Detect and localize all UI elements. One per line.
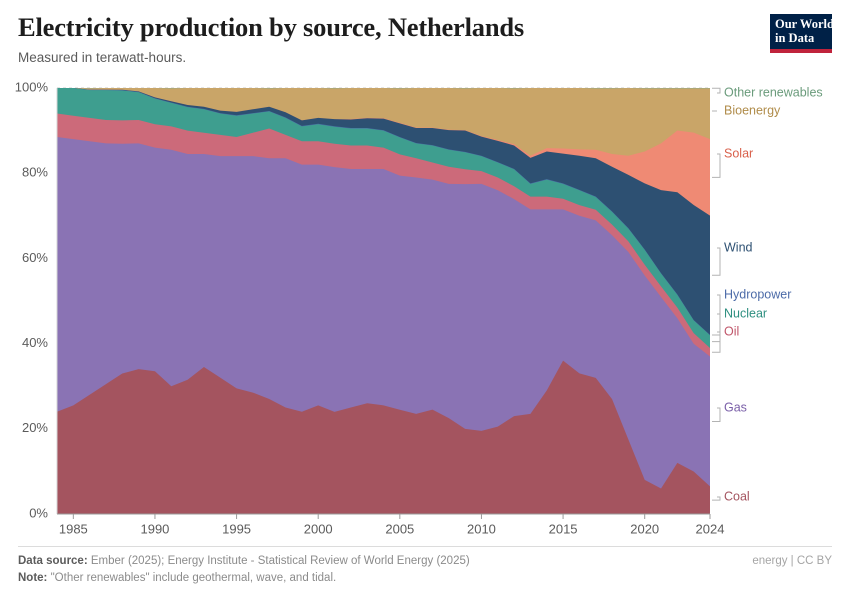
x-axis: 1985 1990 1995 2000 2005 2010 2015 2020 2024 (57, 513, 725, 537)
legend-label-hydropower[interactable]: Hydropower (724, 287, 791, 301)
footer-note-row: Note: "Other renewables" include geother… (18, 570, 832, 587)
footer-source-text: Ember (2025); Energy Institute - Statist… (90, 555, 470, 567)
x-tick-label: 1985 (59, 522, 88, 537)
x-tick-label: 1990 (140, 522, 169, 537)
legend-label-coal[interactable]: Coal (724, 489, 750, 503)
footer-source-label: Data source: (18, 555, 88, 567)
legend-connector (712, 496, 721, 501)
chart-subtitle: Measured in terawatt-hours. (18, 50, 187, 65)
y-tick-label: 40% (22, 335, 48, 350)
y-tick-label: 0% (29, 505, 48, 520)
legend-connector (712, 294, 721, 336)
footer-note-text: "Other renewables" include geothermal, w… (50, 572, 337, 584)
x-tick-label: 2005 (385, 522, 414, 537)
y-tick-label: 60% (22, 250, 48, 265)
legend-label-oil[interactable]: Oil (724, 324, 739, 338)
legend-connector (712, 153, 721, 178)
y-axis: 0% 20% 40% 60% 80% 100% (15, 80, 58, 520)
y-tick-label: 100% (15, 80, 49, 94)
x-tick-label: 2020 (630, 522, 659, 537)
footer-source-row: Data source: Ember (2025); Energy Instit… (18, 553, 832, 570)
area-series-coal[interactable] (57, 360, 710, 514)
legend-connector (712, 331, 721, 353)
legend-connector (712, 87, 721, 94)
x-tick-label: 2000 (304, 522, 333, 537)
legend-label-gas[interactable]: Gas (724, 400, 747, 414)
x-tick-label: 2024 (696, 522, 725, 537)
stacked-area-chart[interactable]: 0% 20% 40% 60% 80% 100% 1985 1990 1995 2000 2005 2… (0, 80, 850, 540)
owid-logo[interactable]: Our World in Data (770, 14, 834, 53)
footer-license[interactable]: energy | CC BY (752, 555, 832, 567)
chart-footer: Data source: Ember (2025); Energy Instit… (18, 546, 832, 597)
chart-legend[interactable]: Other renewables Bioenergy Solar Wind Hydrop… (712, 85, 823, 503)
legend-label-solar[interactable]: Solar (724, 146, 753, 160)
y-tick-label: 20% (22, 420, 48, 435)
legend-label-bioenergy[interactable]: Bioenergy (724, 103, 781, 117)
legend-connector (712, 247, 721, 276)
chart-plot-area[interactable]: 0% 20% 40% 60% 80% 100% 1985 1990 1995 2000 2005 2… (0, 80, 850, 540)
footer-note-label: Note: (18, 572, 48, 584)
legend-connector (712, 313, 721, 343)
legend-label-wind[interactable]: Wind (724, 240, 753, 254)
legend-label-nuclear[interactable]: Nuclear (724, 306, 767, 320)
owid-logo-line-2: in Data (775, 30, 815, 45)
chart-header: Electricity production by source, Nether… (18, 10, 834, 80)
page-title: Electricity production by source, Nether… (18, 12, 525, 42)
legend-connector (712, 407, 721, 422)
x-tick-label: 2015 (549, 522, 578, 537)
area-series-group[interactable] (57, 88, 710, 515)
x-tick-label: 2010 (467, 522, 496, 537)
legend-label-other-renewables[interactable]: Other renewables (724, 85, 823, 99)
y-tick-label: 80% (22, 165, 48, 180)
x-tick-label: 1995 (222, 522, 251, 537)
owid-logo-line-1: Our World (775, 17, 834, 31)
